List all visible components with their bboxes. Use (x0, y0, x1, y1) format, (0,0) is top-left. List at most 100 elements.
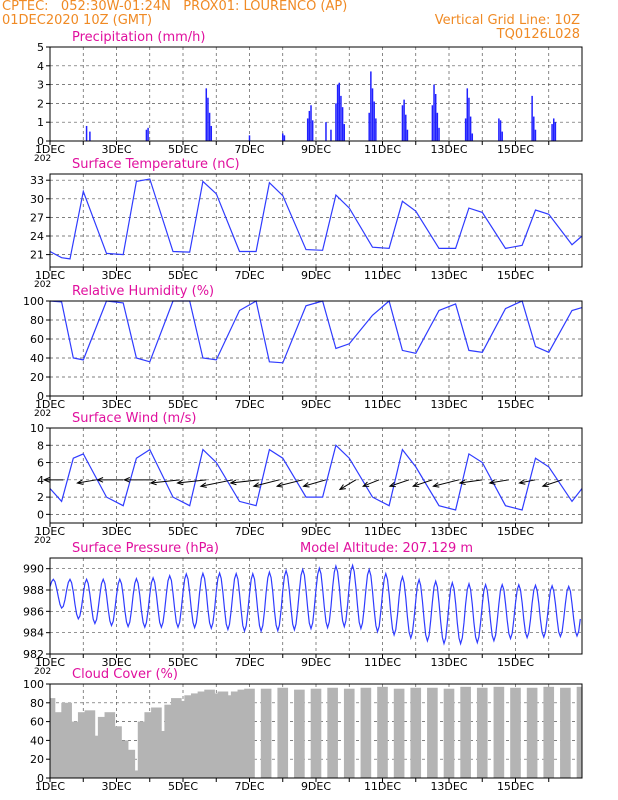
panel-title: Surface Temperature (nC) (72, 157, 240, 172)
cloud-bar (97, 716, 109, 778)
wind-arrow (459, 479, 483, 484)
cloud-bar (190, 693, 202, 778)
wind-arrow-head (199, 482, 207, 488)
panel-cloud: 0 20 40 60 80 100 1DEC 3DEC 5DEC 7DEC 9DEC 11DEC 13D… (23, 667, 583, 793)
x-tick-label: 9DEC (301, 398, 331, 411)
cloud-bar (131, 770, 142, 778)
x-tick-label: 11DEC (364, 656, 401, 669)
wind-arrow-head (122, 477, 130, 483)
cloud-bar (197, 691, 209, 778)
cloud-bar (377, 686, 388, 778)
wind-arrow-head (275, 482, 284, 488)
y-tick-label: 20 (30, 371, 44, 384)
x-tick-label: 3DEC (101, 525, 131, 538)
cloud-bar (476, 687, 488, 778)
y-tick-label: 27 (30, 211, 44, 224)
precip-bar (89, 131, 91, 141)
x-tick-label: 1DEC (35, 780, 65, 793)
wind-arrow (276, 479, 303, 487)
precip-bar (533, 116, 535, 141)
x-tick-label: 15DEC (497, 656, 534, 669)
cloud-bar (54, 712, 66, 778)
y-tick-label: 5 (37, 41, 44, 54)
wind-arrow-head (488, 479, 496, 485)
cloud-bar (104, 712, 116, 778)
y-tick-label: 30 (30, 193, 44, 206)
y-tick-label: 40 (30, 352, 44, 365)
x-year-label: 202 (34, 409, 51, 419)
cloud-bar (230, 691, 242, 778)
precip-bar (534, 129, 537, 141)
panel-rh: 0 20 40 60 80 100 1DEC 3DEC 5DEC 7DEC 9DEC 11DEC 13D… (23, 284, 583, 419)
precip-bar (554, 122, 557, 141)
wind-arrow-head (541, 481, 549, 488)
cloud-bar (427, 687, 438, 778)
y-tick-label: 60 (30, 716, 44, 729)
cloud-bar (526, 687, 538, 778)
cloud-bar (510, 687, 521, 778)
precip-bar (438, 127, 440, 141)
y-tick-label: 0 (37, 135, 44, 148)
cloud-bar (443, 688, 455, 778)
wind-arrow-head (388, 481, 396, 488)
wind-arrow (253, 479, 280, 487)
x-tick-label: 11DEC (364, 269, 401, 282)
precip-bar (310, 105, 312, 141)
precip-bar (466, 88, 469, 141)
cloud-bar (493, 686, 505, 778)
precip-bar (283, 135, 286, 141)
x-tick-label: 3DEC (101, 780, 131, 793)
x-tick-label: 7DEC (234, 525, 264, 538)
x-tick-label: 15DEC (497, 398, 534, 411)
wind-arrow-head (458, 479, 466, 486)
x-tick-label: 5DEC (168, 656, 198, 669)
x-tick-label: 3DEC (101, 398, 131, 411)
x-tick-label: 13DEC (430, 398, 467, 411)
precip-bar (469, 116, 472, 141)
cloud-bar (171, 698, 182, 778)
y-tick-label: 0 (37, 508, 44, 521)
y-tick-label: 0 (37, 390, 44, 403)
cloud-bar (294, 689, 305, 778)
wind-arrow-head (96, 477, 104, 483)
precip-bar (471, 133, 474, 141)
x-tick-label: 1DEC (35, 656, 65, 669)
precip-bar (282, 133, 284, 141)
x-tick-label: 15DEC (497, 143, 534, 156)
y-tick-label: 6 (37, 457, 44, 470)
x-tick-label: 5DEC (168, 780, 198, 793)
y-tick-label: 33 (30, 174, 44, 187)
x-tick-label: 15DEC (497, 525, 534, 538)
cloud-bar (71, 721, 82, 778)
wind-arrow (362, 479, 380, 487)
precip-bar (433, 84, 435, 141)
wind-arrow (389, 479, 410, 487)
y-tick-label: 2 (37, 97, 44, 110)
header-code: TQ0126L028 (496, 27, 580, 42)
x-tick-label: 5DEC (168, 525, 198, 538)
precip-bar (431, 105, 434, 141)
precip-bar (370, 71, 372, 141)
precip-bar (401, 105, 404, 141)
y-tick-label: 4 (37, 474, 44, 487)
wind-arrow-head (176, 479, 184, 486)
x-year-label: 202 (34, 536, 51, 546)
precip-bar (306, 118, 309, 141)
cloud-bar (137, 721, 149, 778)
y-tick-label: 986 (23, 605, 44, 618)
y-tick-label: 10 (30, 422, 44, 435)
cloud-bar (237, 689, 249, 778)
cloud-bar (560, 687, 571, 778)
x-tick-label: 7DEC (234, 143, 264, 156)
y-tick-label: 982 (23, 648, 44, 661)
x-tick-label: 13DEC (430, 780, 467, 793)
wind-arrow-head (76, 479, 84, 485)
cloud-bar (260, 688, 272, 778)
cloud-bar (327, 687, 338, 778)
wind-arrow (519, 479, 536, 484)
x-tick-label: 9DEC (301, 656, 331, 669)
panel-pres: 982 984 986 988 990 1DEC 3DEC 5DEC 7DEC 9DEC 11DEC… (23, 541, 583, 677)
x-tick-label: 11DEC (364, 525, 401, 538)
cloud-bar (224, 695, 235, 778)
cloud-bar (310, 688, 322, 778)
